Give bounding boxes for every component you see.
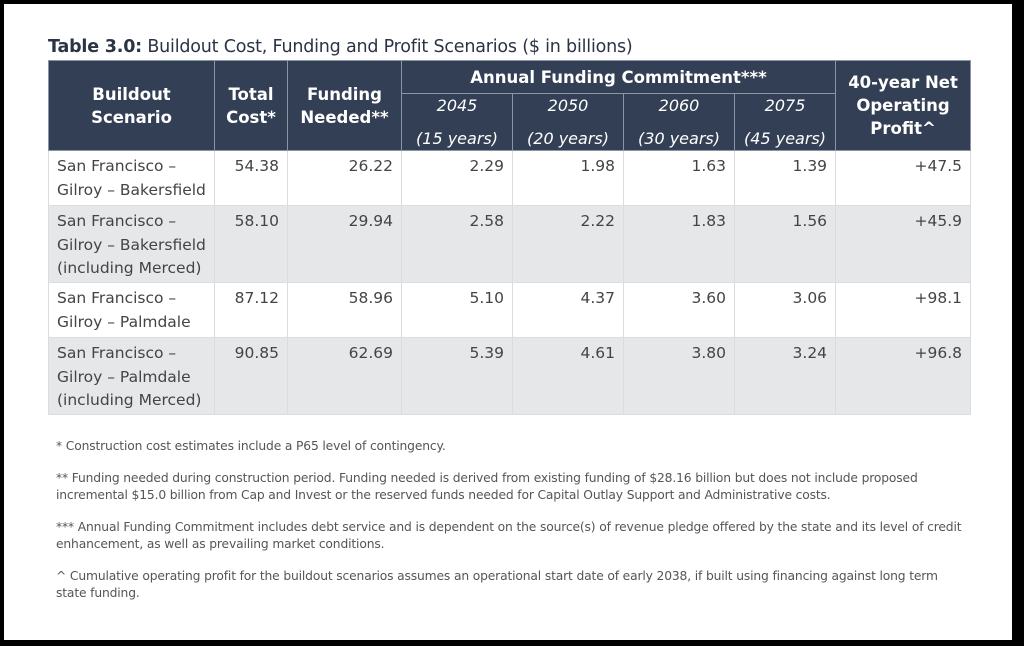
commitment-2060-cell: 1.63 [623,150,735,206]
footnote-total-cost: * Construction cost estimates include a … [56,439,446,453]
scenario-line: Gilroy – Palmdale [57,367,191,386]
table-caption: Buildout Cost, Funding and Profit Scenar… [141,37,633,57]
year-span: (45 years) [744,129,826,148]
commitment-2075-cell: 3.06 [733,282,837,338]
total-cost-cell: 87.12 [214,282,288,338]
commitment-2050-cell: 4.37 [512,282,624,338]
profit-cell: +45.9 [835,205,972,283]
commitment-2075-cell: 1.56 [733,205,837,283]
header-net-operating-profit: 40-year Net Operating Profit^ [835,60,972,151]
header-year-2045: 2045 (15 years) [401,93,513,151]
year-label: 2060 [658,96,700,115]
funding-needed-cell: 62.69 [287,337,402,415]
footnote-operating-profit: ^ Cumulative operating profit for the bu… [56,569,938,600]
funding-needed-cell: 58.96 [287,282,402,338]
scenario-cell: San Francisco – Gilroy – Palmdale (includi… [48,337,215,415]
header-year-2075: 2075 (45 years) [733,93,837,151]
scenario-line: (including Merced) [57,391,202,409]
footnote-annual-commitment: *** Annual Funding Commitment includes d… [56,520,962,551]
header-funding-needed: Funding Needed** [287,60,402,151]
commitment-2045-cell: 5.10 [401,282,513,338]
year-span: (20 years) [527,129,609,148]
commitment-2075-cell: 3.24 [733,337,837,415]
scenario-line: Gilroy – Bakersfield [57,180,206,199]
commitment-2060-cell: 3.60 [623,282,735,338]
commitment-2045-cell: 2.29 [401,150,513,206]
year-label: 2050 [547,96,589,115]
scenario-cell: San Francisco – Gilroy – Bakersfield [48,150,215,206]
funding-needed-cell: 26.22 [287,150,402,206]
total-cost-cell: 58.10 [214,205,288,283]
table-row: San Francisco – Gilroy – Bakersfield (incl… [48,205,972,283]
footnotes: * Construction cost estimates include a … [56,438,966,617]
total-cost-cell: 54.38 [214,150,288,206]
year-span: (15 years) [416,129,498,148]
commitment-2050-cell: 2.22 [512,205,624,283]
scenario-line: Gilroy – Bakersfield [57,235,206,254]
year-label: 2075 [764,96,806,115]
scenario-line: San Francisco – [57,344,177,362]
scenario-cell: San Francisco – Gilroy – Palmdale [48,282,215,338]
commitment-2050-cell: 4.61 [512,337,624,415]
table-row: San Francisco – Gilroy – Bakersfield 54.3… [48,150,972,206]
commitment-2075-cell: 1.39 [733,150,837,206]
year-span: (30 years) [638,129,720,148]
document-page: Table 3.0: Buildout Cost, Funding and Pr… [4,4,1012,640]
header-year-2050: 2050 (20 years) [512,93,624,151]
header-buildout-scenario: Buildout Scenario [48,60,215,151]
footnote-funding-needed: ** Funding needed during construction pe… [56,471,918,502]
profit-cell: +47.5 [835,150,972,206]
header-year-2060: 2060 (30 years) [623,93,735,151]
commitment-2050-cell: 1.98 [512,150,624,206]
profit-cell: +96.8 [835,337,972,415]
table-number: Table 3.0: [48,37,142,57]
scenario-line: San Francisco – [57,157,177,175]
scenario-cell: San Francisco – Gilroy – Bakersfield (incl… [48,205,215,283]
scenario-table: Buildout Scenario Total Cost* Funding Ne… [48,60,972,415]
table-row: San Francisco – Gilroy – Palmdale (includi… [48,337,972,415]
commitment-2060-cell: 1.83 [623,205,735,283]
total-cost-cell: 90.85 [214,337,288,415]
year-label: 2045 [436,96,478,115]
commitment-2045-cell: 5.39 [401,337,513,415]
commitment-2045-cell: 2.58 [401,205,513,283]
funding-needed-cell: 29.94 [287,205,402,283]
table-row: San Francisco – Gilroy – Palmdale 87.12 5… [48,282,972,338]
profit-cell: +98.1 [835,282,972,338]
scenario-line: San Francisco – [57,212,177,230]
commitment-2060-cell: 3.80 [623,337,735,415]
scenario-line: (including Merced) [57,259,202,277]
header-total-cost: Total Cost* [214,60,288,151]
scenario-line: Gilroy – Palmdale [57,312,191,331]
table-title: Table 3.0: Buildout Cost, Funding and Pr… [48,37,633,57]
header-annual-funding-commitment: Annual Funding Commitment*** [400,60,837,94]
scenario-line: San Francisco – [57,289,177,307]
